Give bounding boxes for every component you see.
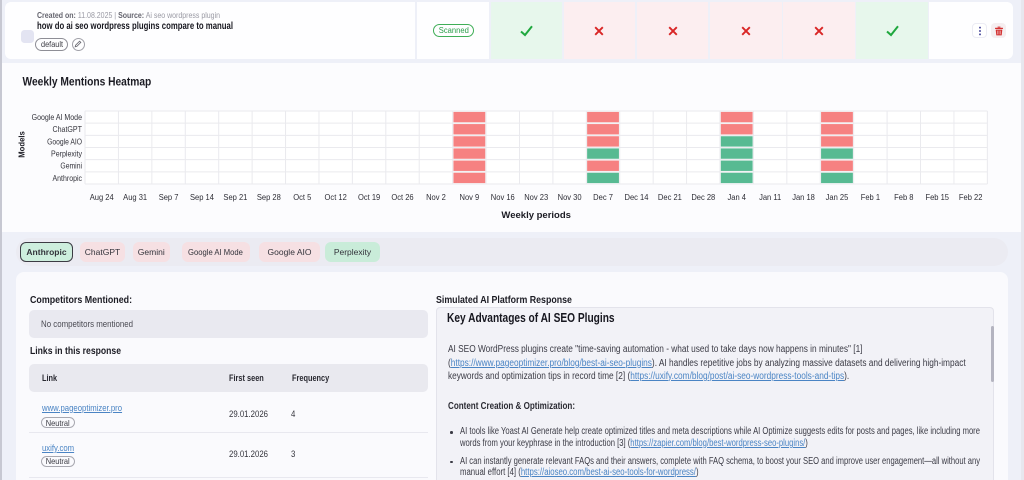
svg-text:Jan 18: Jan 18: [792, 193, 815, 203]
svg-text:Oct 5: Oct 5: [293, 193, 312, 203]
svg-text:Nov 9: Nov 9: [459, 193, 479, 203]
svg-text:Feb 1: Feb 1: [861, 193, 881, 203]
svg-text:ChatGPT: ChatGPT: [52, 125, 82, 135]
svg-text:Dec 21: Dec 21: [658, 193, 682, 203]
svg-text:Sep 7: Sep 7: [159, 193, 179, 203]
svg-text:Sep 28: Sep 28: [257, 193, 281, 203]
svg-text:Google AIO: Google AIO: [47, 137, 82, 147]
svg-text:Sep 21: Sep 21: [223, 193, 247, 203]
svg-text:Aug 24: Aug 24: [90, 193, 114, 203]
svg-text:Weekly Mentions Heatmap: Weekly Mentions Heatmap: [23, 76, 152, 89]
svg-text:Dec 28: Dec 28: [691, 193, 715, 203]
svg-text:Dec 7: Dec 7: [593, 193, 613, 203]
svg-text:Feb 15: Feb 15: [925, 193, 949, 203]
svg-text:Feb 8: Feb 8: [894, 193, 914, 203]
svg-text:Jan 25: Jan 25: [826, 193, 849, 203]
svg-text:Google AI Mode: Google AI Mode: [32, 113, 82, 123]
svg-text:Sep 14: Sep 14: [190, 193, 214, 203]
svg-text:Oct 12: Oct 12: [325, 193, 348, 203]
svg-text:Feb 22: Feb 22: [959, 193, 983, 203]
svg-text:Dec 14: Dec 14: [624, 193, 648, 203]
svg-text:Models: Models: [17, 131, 26, 158]
svg-text:Nov 2: Nov 2: [426, 193, 446, 203]
svg-text:Gemini: Gemini: [60, 161, 82, 171]
svg-text:Weekly periods: Weekly periods: [501, 210, 571, 221]
svg-text:Anthropic: Anthropic: [53, 173, 83, 183]
svg-text:Oct 19: Oct 19: [358, 193, 381, 203]
svg-text:Nov 23: Nov 23: [524, 193, 548, 203]
svg-text:Aug 31: Aug 31: [123, 193, 147, 203]
svg-text:Nov 16: Nov 16: [491, 193, 515, 203]
svg-text:Perplexity: Perplexity: [51, 149, 82, 159]
svg-text:Nov 30: Nov 30: [558, 193, 582, 203]
svg-text:Oct 26: Oct 26: [391, 193, 414, 203]
svg-text:Jan 11: Jan 11: [759, 193, 782, 203]
svg-text:Jan 4: Jan 4: [727, 193, 746, 203]
